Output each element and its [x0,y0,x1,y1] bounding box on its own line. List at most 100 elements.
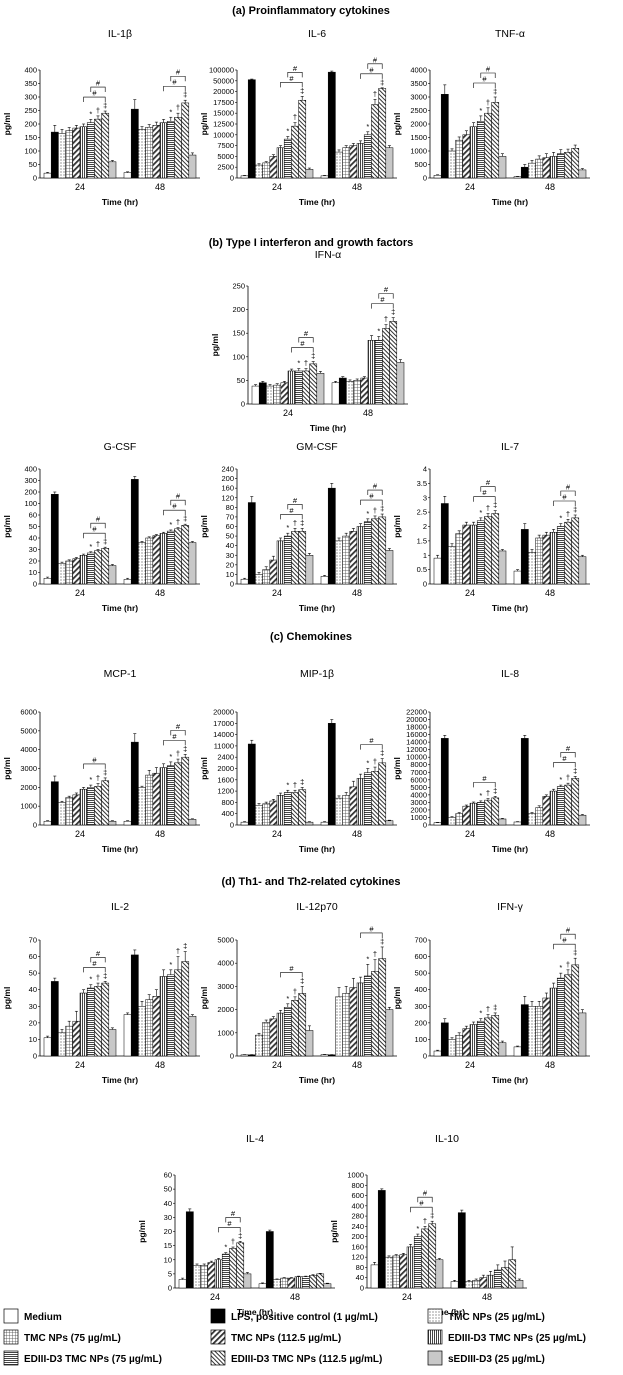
significance-bracket [560,490,576,496]
y-tick-label: 2000 [217,764,234,773]
chart-panel: IL-4 0 5 10 15 20 30 40 50 60 pg/ml Time (hr) 24 * †‡ #… [137,1133,335,1317]
bar [363,134,372,179]
y-tick-label: 400 [351,1201,364,1210]
bar [174,969,182,1057]
bar [363,772,372,826]
bar [578,169,587,179]
bar [462,134,471,179]
significance-marker: † [304,359,308,368]
bar [491,513,500,585]
bar [549,156,558,179]
y-axis-label: pg/ml [2,515,12,538]
y-axis-label: pg/ml [2,987,12,1010]
y-tick-label: 0 [168,1284,172,1293]
bar [462,524,471,585]
bar [549,532,558,585]
bar [72,127,81,179]
bar [291,1000,299,1057]
bar [43,820,52,826]
significance-bracket [163,509,186,516]
y-axis-label: pg/ml [2,113,12,136]
bar [455,1035,464,1057]
significance-marker: † [293,780,297,789]
significance-marker: # [373,55,378,64]
bar [50,981,59,1057]
significance-bracket [163,740,186,746]
chart-panel: IL-1β 0 50 100 150 200 250 300 350 400 pg/ml Time (… [2,28,200,207]
x-tick-label: 48 [545,829,555,839]
significance-marker: # [92,525,97,534]
y-tick-label: 2500 [217,163,234,172]
bar [484,799,492,826]
significance-bracket [287,72,303,78]
significance-marker: * [366,954,369,963]
significance-bracket [225,1217,241,1223]
x-tick-label: 24 [272,829,282,839]
y-tick-label: 4000 [217,959,234,968]
legend-swatch [427,1308,443,1324]
bar [166,530,175,585]
bar [476,520,485,585]
significance-bracket [291,347,314,353]
bar [327,723,336,826]
chart-panel: TNF-α 0 500 1000 1500 2000 2500 3000 3500 4000 pg/… [392,28,590,207]
significance-marker: † [423,1216,427,1225]
legend-swatch [3,1329,19,1345]
bar [342,535,351,585]
bar [349,786,358,826]
y-axis-label: pg/ml [199,757,209,780]
bar [130,741,139,826]
y-tick-label: 0 [230,174,234,183]
bar [331,382,340,405]
bar [371,971,379,1057]
y-tick-label: 60 [29,952,37,961]
chart-title: MCP-1 [104,668,137,680]
y-tick-label: 0 [423,174,427,183]
significance-marker: # [172,78,177,87]
bar [378,958,387,1057]
bar [421,1228,429,1289]
bar [108,820,117,826]
y-tick-label: 0 [33,1052,37,1061]
bar [181,525,190,585]
y-tick-label: 50 [164,1185,172,1194]
bar [200,1265,209,1289]
bar [101,780,110,826]
bar [65,1025,74,1057]
y-tick-label: 3000 [20,764,37,773]
significance-marker: # [92,755,97,764]
bar [498,156,507,179]
bar [556,977,565,1057]
bar [291,792,299,826]
bar [564,784,572,826]
significance-marker: † [566,509,570,518]
bar [385,820,394,826]
bar [273,1279,281,1289]
bar [79,992,88,1057]
significance-marker: † [566,773,570,782]
y-tick-label: 1600 [217,775,234,784]
significance-marker: † [176,947,180,956]
y-tick-label: 0 [360,1284,364,1293]
y-tick-label: 18000 [406,723,427,732]
bar [152,535,161,585]
bar [469,802,478,826]
bar [269,156,278,179]
bar [301,1276,310,1289]
bar [515,1280,524,1289]
y-tick-label: 500 [414,969,427,978]
significance-marker: ‡ [300,976,304,985]
y-tick-label: 7500 [217,141,234,150]
significance-bracket [287,504,303,510]
bar [513,570,522,585]
significance-marker: ‡ [391,308,395,317]
bar [327,487,336,585]
y-tick-label: 20000 [406,715,427,724]
bar [145,999,154,1057]
significance-marker: # [96,79,101,88]
bar [101,112,110,179]
bar [556,786,565,826]
significance-marker: † [373,757,377,766]
y-tick-label: 400 [24,465,37,474]
x-axis-label: Time (hr) [492,844,528,854]
